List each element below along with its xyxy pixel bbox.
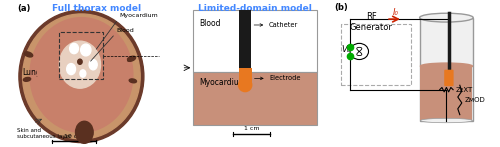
Ellipse shape bbox=[38, 36, 78, 102]
Text: I₀: I₀ bbox=[393, 8, 399, 17]
Bar bbox=[238, 68, 252, 85]
Text: Blood: Blood bbox=[199, 19, 220, 28]
Text: Myocardium: Myocardium bbox=[199, 78, 246, 87]
Text: 10 cm: 10 cm bbox=[64, 134, 84, 139]
FancyBboxPatch shape bbox=[444, 70, 454, 86]
Ellipse shape bbox=[420, 63, 472, 69]
Ellipse shape bbox=[24, 77, 30, 81]
Text: Lungs: Lungs bbox=[22, 67, 46, 77]
Text: (b): (b) bbox=[334, 3, 348, 12]
Bar bbox=[420, 65, 472, 120]
Ellipse shape bbox=[80, 70, 86, 77]
Text: 1 cm: 1 cm bbox=[244, 126, 259, 131]
Ellipse shape bbox=[129, 79, 136, 83]
Bar bbox=[194, 10, 316, 72]
Text: Blood: Blood bbox=[116, 28, 134, 33]
Text: Skin and
subcutaneous layer: Skin and subcutaneous layer bbox=[18, 128, 72, 139]
Bar bbox=[420, 18, 473, 121]
Text: Myocardium: Myocardium bbox=[120, 13, 158, 18]
Ellipse shape bbox=[78, 59, 82, 64]
Ellipse shape bbox=[127, 56, 136, 61]
Ellipse shape bbox=[89, 60, 97, 70]
Ellipse shape bbox=[30, 18, 133, 132]
Text: ZᴇXT: ZᴇXT bbox=[456, 87, 473, 93]
Ellipse shape bbox=[420, 118, 472, 123]
Ellipse shape bbox=[60, 41, 100, 88]
Text: Catheter: Catheter bbox=[254, 22, 298, 28]
Ellipse shape bbox=[76, 121, 93, 143]
Ellipse shape bbox=[24, 52, 32, 57]
Bar bbox=[60, 32, 104, 79]
Text: Electrode: Electrode bbox=[254, 75, 301, 81]
Text: Limited-domain model: Limited-domain model bbox=[198, 4, 312, 13]
Ellipse shape bbox=[89, 38, 127, 100]
Ellipse shape bbox=[420, 13, 473, 22]
Ellipse shape bbox=[80, 44, 91, 56]
Text: RF
Generator: RF Generator bbox=[350, 12, 393, 32]
Text: (a): (a) bbox=[18, 4, 31, 13]
Text: Full thorax model: Full thorax model bbox=[52, 4, 141, 13]
Bar bbox=[341, 24, 411, 85]
Ellipse shape bbox=[22, 14, 140, 139]
Text: ZᴍOD: ZᴍOD bbox=[465, 97, 485, 103]
Bar bbox=[239, 10, 252, 68]
Bar bbox=[194, 72, 316, 125]
Ellipse shape bbox=[70, 43, 78, 54]
Text: V₀: V₀ bbox=[342, 45, 350, 54]
Ellipse shape bbox=[19, 10, 144, 143]
Ellipse shape bbox=[66, 64, 76, 75]
Ellipse shape bbox=[238, 78, 252, 92]
